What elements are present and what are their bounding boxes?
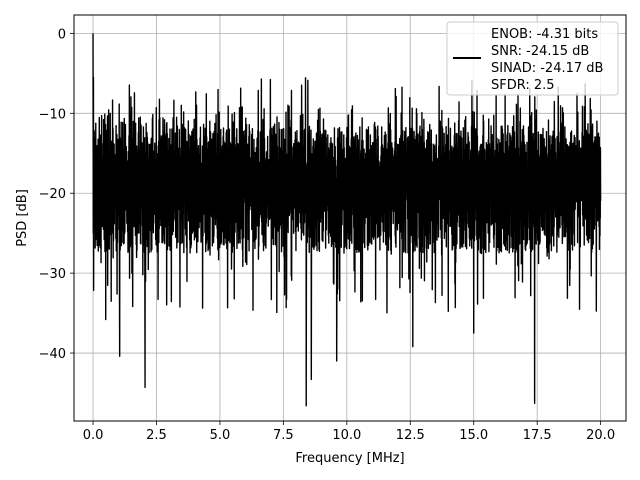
x-tick-label: 10.0 [332, 428, 361, 443]
legend-snr: SNR: -24.15 dB [491, 44, 589, 59]
axis-ticks: 0.0 2.5 5.0 7.5 10.0 12.5 15.0 17.5 20.0 0 −10 −20 −… [39, 27, 616, 443]
y-tick-label: −40 [39, 347, 66, 362]
x-tick-label: 7.5 [273, 428, 294, 443]
y-tick-label: −20 [39, 187, 66, 202]
x-tick-label: 20.0 [586, 428, 615, 443]
x-tick-label: 15.0 [459, 428, 488, 443]
psd-series-line [92, 33, 602, 407]
legend-box [446, 21, 619, 96]
x-tick-label: 17.5 [523, 428, 552, 443]
legend-sinad: SINAD: -24.17 dB [491, 61, 603, 76]
x-tick-label: 0.0 [83, 428, 104, 443]
x-tick-label: 2.5 [146, 428, 167, 443]
x-tick-label: 12.5 [396, 428, 425, 443]
legend: ENOB: -4.31 bits SNR: -24.15 dB SINAD: -… [446, 21, 619, 96]
plot-frame [73, 14, 627, 422]
x-tick-label: 5.0 [210, 428, 231, 443]
y-tick-label: 0 [58, 27, 66, 42]
psd-trace [92, 33, 602, 407]
y-axis-label: PSD [dB] [15, 189, 30, 247]
y-tick-label: −10 [39, 107, 66, 122]
x-axis-label: Frequency [MHz] [295, 451, 404, 466]
y-tick-label: −30 [39, 267, 66, 282]
legend-sfdr: SFDR: 2.5 [491, 78, 555, 93]
legend-enob: ENOB: -4.31 bits [491, 27, 598, 42]
